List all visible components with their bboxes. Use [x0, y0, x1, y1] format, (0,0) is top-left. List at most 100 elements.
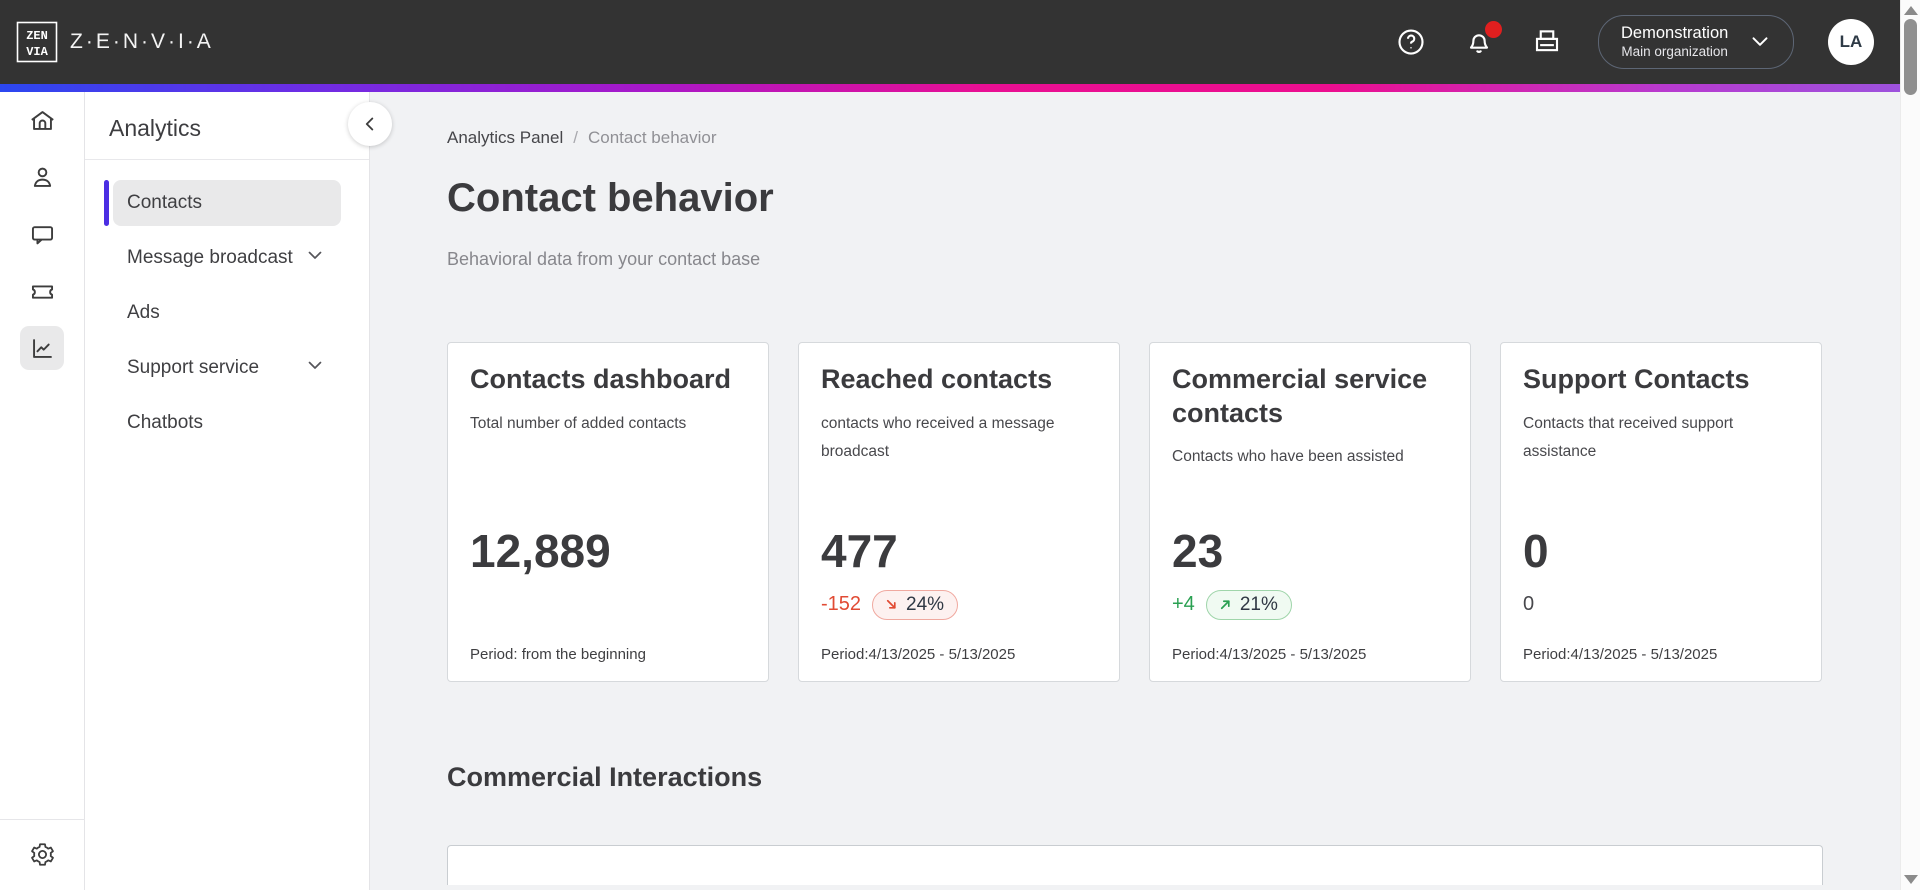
card-delta-row: 0	[1523, 588, 1799, 622]
sidebar-item-label: Ads	[127, 302, 160, 323]
breadcrumb-current: Contact behavior	[587, 128, 717, 147]
kpi-cards-row: Contacts dashboard Total number of added…	[447, 341, 1823, 682]
chevron-down-icon	[1747, 28, 1773, 57]
sidebar-title: Analytics	[109, 115, 202, 141]
sidebar-divider	[85, 159, 369, 160]
scrollbar-up-arrow[interactable]	[1904, 6, 1918, 15]
card-delta-row	[470, 588, 746, 622]
rail-item-conversations[interactable]	[20, 212, 64, 256]
page-title: Contact behavior	[447, 176, 774, 220]
chevron-down-icon	[303, 353, 327, 383]
card-period: Period:4/13/2025 - 5/13/2025	[821, 645, 1016, 663]
chevron-down-icon	[303, 243, 327, 273]
rail-divider	[0, 819, 85, 820]
sidebar-collapse-button[interactable]	[348, 102, 392, 146]
breadcrumb-separator: /	[573, 128, 578, 147]
card-value: 477	[821, 524, 898, 577]
card-value: 0	[1523, 524, 1549, 577]
card-delta-row: +4 21%	[1172, 588, 1448, 622]
brand-gradient-bar	[0, 84, 1900, 92]
organization-name: Demonstration	[1621, 24, 1729, 43]
home-icon	[30, 110, 54, 130]
line-chart-icon	[32, 338, 52, 358]
notifications-button[interactable]	[1462, 21, 1502, 59]
card-description: Total number of added contacts	[470, 414, 687, 432]
sidebar-item-label: Contacts	[127, 192, 202, 213]
breadcrumb: Analytics Panel / Contact behavior	[447, 128, 1823, 148]
delta-value: +4	[1172, 593, 1195, 616]
sidebar-list: Contacts Message broadcast Ads Support s…	[85, 160, 369, 455]
svg-text:VIA: VIA	[26, 45, 48, 59]
rail-item-tickets[interactable]	[20, 269, 64, 313]
brand[interactable]: ZEN VIA Z·E·N·V·I·A	[16, 21, 214, 63]
card-description: contacts who received a message broadcas…	[821, 414, 1055, 461]
delta-value: -152	[821, 593, 862, 616]
sidebar-item-contacts[interactable]: Contacts	[104, 180, 341, 226]
analytics-sidebar: Analytics Contacts Message broadcast Ads…	[85, 92, 370, 890]
organization-subtitle: Main organization	[1621, 43, 1728, 59]
organization-switcher[interactable]: Demonstration Main organization	[1598, 15, 1794, 69]
help-button[interactable]	[1394, 25, 1428, 59]
notification-dot	[1485, 21, 1502, 38]
card-period: Period:4/13/2025 - 5/13/2025	[1172, 645, 1367, 663]
top-bar: ZEN VIA Z·E·N·V·I·A	[0, 0, 1900, 84]
sidebar-item-label: Support service	[127, 357, 260, 378]
badge-percent: 24%	[906, 593, 945, 615]
zenvia-logo-icon: ZEN VIA	[16, 21, 58, 63]
rail-item-settings[interactable]	[20, 832, 64, 876]
card-value: 23	[1172, 524, 1224, 577]
card-delta-row: -152 24%	[821, 588, 1097, 622]
card-period: Period:4/13/2025 - 5/13/2025	[1523, 645, 1718, 663]
rail-item-analytics[interactable]	[20, 326, 64, 370]
card-value: 12,889	[470, 524, 611, 577]
card-title: Contacts dashboard	[470, 363, 732, 394]
delta-value: 0	[1523, 593, 1535, 616]
help-icon	[1398, 29, 1424, 55]
card-commercial-service-contacts: Commercial service contacts Contacts who…	[1149, 341, 1471, 682]
person-icon	[33, 167, 51, 187]
brand-wordmark: Z·E·N·V·I·A	[70, 30, 214, 53]
sidebar-item-label: Message broadcast	[127, 247, 293, 268]
chat-bubble-icon	[31, 225, 53, 244]
sidebar-item-ads[interactable]: Ads	[113, 290, 341, 336]
sidebar-item-message-broadcast[interactable]: Message broadcast	[113, 235, 341, 281]
rail-item-home[interactable]	[20, 98, 64, 142]
chevron-left-icon	[365, 117, 374, 131]
trend-badge: 21%	[1205, 589, 1292, 620]
body: Analytics Contacts Message broadcast Ads…	[0, 92, 1900, 890]
sidebar-item-support-service[interactable]: Support service	[113, 345, 341, 391]
badge-percent: 21%	[1239, 593, 1278, 615]
card-description: Contacts that received support assistanc…	[1523, 414, 1734, 461]
arrow-up-right-icon	[1218, 597, 1233, 612]
section-title-commercial-interactions: Commercial Interactions	[447, 761, 763, 792]
breadcrumb-analytics-panel[interactable]: Analytics Panel	[447, 128, 564, 147]
arrow-down-right-icon	[884, 597, 899, 612]
scrollbar-down-arrow[interactable]	[1904, 875, 1918, 884]
sidebar-item-label: Chatbots	[127, 412, 204, 433]
page-subtitle: Behavioral data from your contact base	[447, 248, 761, 269]
user-avatar[interactable]: LA	[1828, 19, 1874, 65]
main-content: Analytics Panel / Contact behavior Conta…	[370, 92, 1900, 890]
page-scrollbar[interactable]	[1900, 0, 1920, 890]
card-title: Reached contacts	[821, 363, 1053, 394]
print-button[interactable]	[1530, 25, 1564, 59]
commercial-interactions-card	[447, 844, 1823, 885]
icon-rail	[0, 92, 85, 890]
card-period: Period: from the beginning	[470, 645, 646, 663]
trend-badge: 24%	[872, 589, 959, 620]
card-contacts-dashboard: Contacts dashboard Total number of added…	[447, 341, 769, 682]
card-title: Commercial service contacts	[1172, 363, 1428, 428]
rail-item-contacts[interactable]	[20, 155, 64, 199]
card-support-contacts: Support Contacts Contacts that received …	[1500, 341, 1822, 682]
ticket-icon	[31, 284, 53, 299]
svg-text:ZEN: ZEN	[26, 29, 48, 43]
topbar-actions: Demonstration Main organization LA	[1394, 15, 1874, 69]
card-description: Contacts who have been assisted	[1172, 448, 1404, 466]
card-reached-contacts: Reached contacts contacts who received a…	[798, 341, 1120, 682]
scrollbar-thumb[interactable]	[1904, 19, 1917, 95]
sidebar-item-chatbots[interactable]: Chatbots	[113, 400, 341, 446]
bell-icon	[1469, 34, 1489, 53]
card-title: Support Contacts	[1523, 363, 1750, 394]
gear-icon	[30, 842, 54, 866]
